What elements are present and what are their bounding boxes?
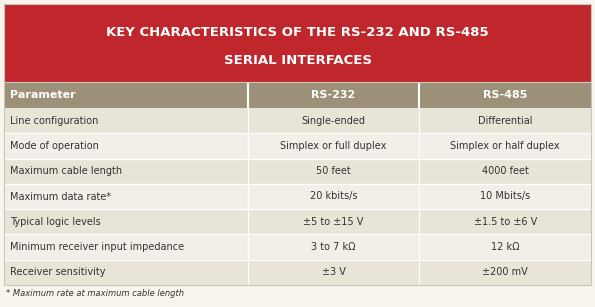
Bar xyxy=(4,108,248,133)
Text: Differential: Differential xyxy=(478,116,533,126)
Text: Simplex or full duplex: Simplex or full duplex xyxy=(280,141,387,151)
Text: 12 kΩ: 12 kΩ xyxy=(491,242,519,252)
Text: Single-ended: Single-ended xyxy=(302,116,365,126)
Text: ±5 to ±15 V: ±5 to ±15 V xyxy=(303,217,364,227)
Text: Minimum receiver input impedance: Minimum receiver input impedance xyxy=(10,242,184,252)
Text: SERIAL INTERFACES: SERIAL INTERFACES xyxy=(224,54,371,67)
Bar xyxy=(248,235,419,260)
Bar xyxy=(4,82,248,108)
Text: ±200 mV: ±200 mV xyxy=(483,267,528,277)
Text: Simplex or half duplex: Simplex or half duplex xyxy=(450,141,560,151)
Bar xyxy=(248,133,419,159)
Bar xyxy=(248,159,419,184)
Bar xyxy=(419,133,591,159)
Bar xyxy=(248,184,419,209)
Text: RS-232: RS-232 xyxy=(311,90,356,100)
Bar xyxy=(419,184,591,209)
Text: Mode of operation: Mode of operation xyxy=(10,141,99,151)
Bar xyxy=(4,159,248,184)
Bar xyxy=(419,159,591,184)
Bar xyxy=(419,260,591,285)
Text: Maximum data rate*: Maximum data rate* xyxy=(10,192,111,201)
Text: Typical logic levels: Typical logic levels xyxy=(10,217,101,227)
Text: ±1.5 to ±6 V: ±1.5 to ±6 V xyxy=(474,217,537,227)
Text: ±3 V: ±3 V xyxy=(321,267,345,277)
Bar xyxy=(419,235,591,260)
Text: 3 to 7 kΩ: 3 to 7 kΩ xyxy=(311,242,356,252)
Bar xyxy=(4,260,248,285)
Bar xyxy=(248,82,419,108)
Text: Receiver sensitivity: Receiver sensitivity xyxy=(10,267,105,277)
Bar xyxy=(248,108,419,133)
Text: * Maximum rate at maximum cable length: * Maximum rate at maximum cable length xyxy=(6,289,184,298)
Bar xyxy=(248,260,419,285)
Bar xyxy=(4,4,591,82)
Bar xyxy=(419,82,591,108)
Bar xyxy=(4,209,248,235)
Text: 4000 feet: 4000 feet xyxy=(482,166,528,176)
Bar xyxy=(4,133,248,159)
Text: 50 feet: 50 feet xyxy=(316,166,351,176)
Text: 10 Mbits/s: 10 Mbits/s xyxy=(480,192,530,201)
Bar xyxy=(419,108,591,133)
Text: RS-485: RS-485 xyxy=(483,90,527,100)
Text: Parameter: Parameter xyxy=(10,90,76,100)
Bar xyxy=(4,184,248,209)
Bar xyxy=(4,235,248,260)
Bar xyxy=(419,209,591,235)
Text: KEY CHARACTERISTICS OF THE RS-232 AND RS-485: KEY CHARACTERISTICS OF THE RS-232 AND RS… xyxy=(106,26,489,39)
Bar xyxy=(248,209,419,235)
Text: Line configuration: Line configuration xyxy=(10,116,98,126)
Text: 20 kbits/s: 20 kbits/s xyxy=(310,192,357,201)
Text: Maximum cable length: Maximum cable length xyxy=(10,166,122,176)
